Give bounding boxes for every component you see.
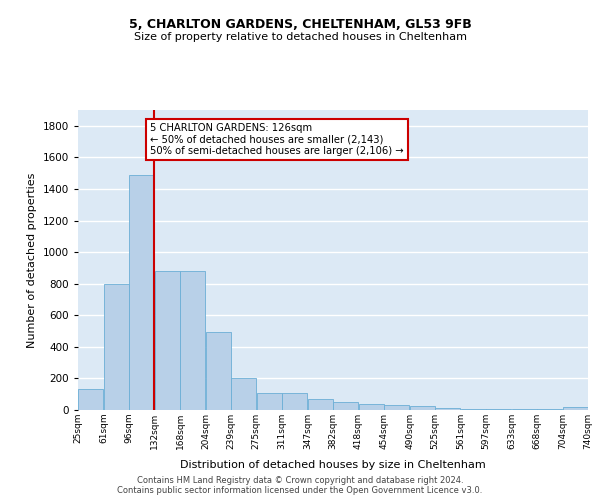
Bar: [78, 390, 103, 410]
Text: Contains HM Land Registry data © Crown copyright and database right 2024.: Contains HM Land Registry data © Crown c…: [137, 476, 463, 485]
Bar: [359, 404, 384, 410]
Text: 5, CHARLTON GARDENS, CHELTENHAM, GL53 9FB: 5, CHARLTON GARDENS, CHELTENHAM, GL53 9F…: [128, 18, 472, 30]
Bar: [512, 409, 537, 410]
Bar: [384, 406, 409, 410]
Bar: [410, 406, 435, 410]
Bar: [461, 409, 486, 410]
Bar: [129, 174, 154, 410]
Bar: [257, 392, 282, 410]
Bar: [231, 378, 256, 410]
Bar: [333, 402, 358, 410]
Bar: [308, 399, 333, 410]
Bar: [180, 271, 205, 410]
Bar: [155, 271, 180, 410]
Bar: [282, 392, 307, 410]
Text: Size of property relative to detached houses in Cheltenham: Size of property relative to detached ho…: [133, 32, 467, 42]
Text: Contains public sector information licensed under the Open Government Licence v3: Contains public sector information licen…: [118, 486, 482, 495]
Bar: [104, 284, 129, 410]
X-axis label: Distribution of detached houses by size in Cheltenham: Distribution of detached houses by size …: [180, 460, 486, 470]
Bar: [563, 407, 588, 410]
Y-axis label: Number of detached properties: Number of detached properties: [27, 172, 37, 348]
Text: 5 CHARLTON GARDENS: 126sqm
← 50% of detached houses are smaller (2,143)
50% of s: 5 CHARLTON GARDENS: 126sqm ← 50% of deta…: [150, 122, 404, 156]
Bar: [435, 408, 460, 410]
Bar: [486, 409, 511, 410]
Bar: [537, 409, 562, 410]
Bar: [206, 332, 231, 410]
